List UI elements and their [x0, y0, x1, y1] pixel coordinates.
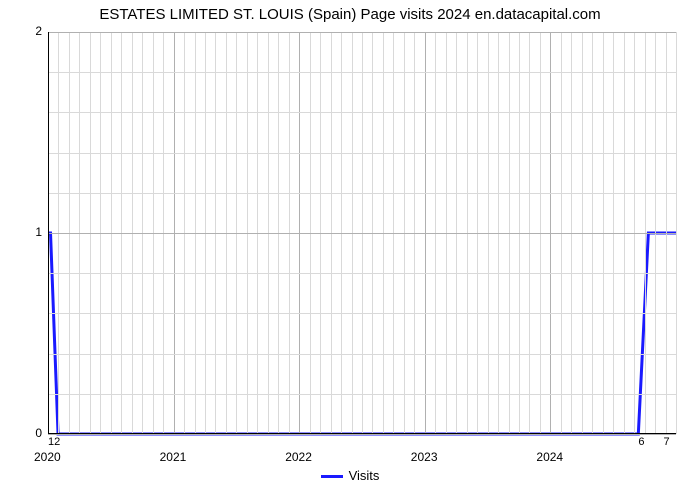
legend: Visits	[0, 468, 700, 483]
x-tick-label: 2020	[34, 450, 61, 464]
grid-minor-h	[48, 273, 676, 274]
x-tick-label: 2022	[285, 450, 312, 464]
grid-major-h	[48, 434, 676, 435]
data-point-label: 7	[663, 436, 669, 448]
data-point-label: 12	[48, 436, 60, 448]
y-tick-label: 2	[35, 24, 42, 38]
y-axis-line	[48, 32, 49, 434]
y-tick-label: 1	[35, 225, 42, 239]
legend-swatch	[321, 475, 343, 478]
x-tick-label: 2024	[536, 450, 563, 464]
grid-minor-h	[48, 112, 676, 113]
y-tick-label: 0	[35, 426, 42, 440]
legend-label: Visits	[349, 468, 380, 483]
grid-minor-h	[48, 72, 676, 73]
grid-minor-v	[676, 32, 677, 434]
grid-minor-h	[48, 193, 676, 194]
chart-container: ESTATES LIMITED ST. LOUIS (Spain) Page v…	[0, 0, 700, 500]
grid-major-h	[48, 32, 676, 33]
x-axis-line	[48, 433, 676, 434]
x-tick-label: 2023	[411, 450, 438, 464]
grid-major-h	[48, 233, 676, 234]
x-tick-label: 2021	[160, 450, 187, 464]
grid-minor-h	[48, 394, 676, 395]
data-point-label: 6	[638, 436, 644, 448]
grid-minor-h	[48, 354, 676, 355]
chart-title: ESTATES LIMITED ST. LOUIS (Spain) Page v…	[0, 6, 700, 23]
plot-area	[48, 32, 676, 434]
grid-minor-h	[48, 153, 676, 154]
grid-minor-h	[48, 313, 676, 314]
